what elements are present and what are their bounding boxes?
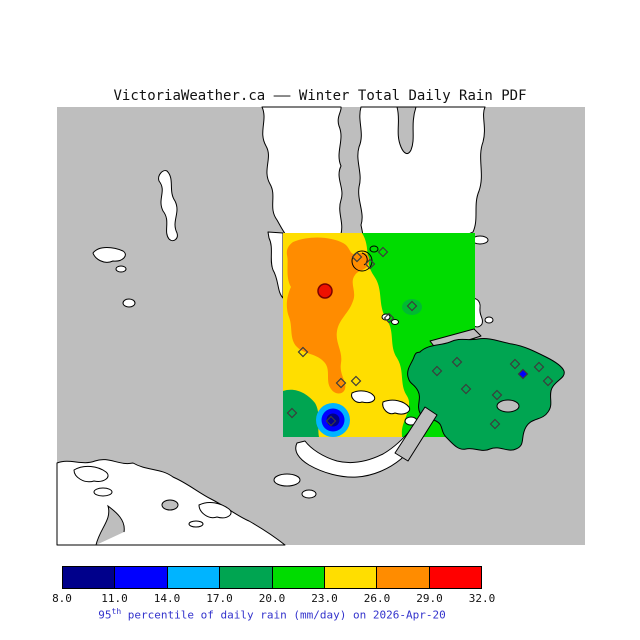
station-diamond: [489, 418, 501, 430]
station-diamond: [451, 356, 463, 368]
colorbar-tick-label: 26.0: [363, 592, 391, 605]
colorbar-segment: [377, 567, 430, 588]
station-diamond: [335, 377, 347, 389]
contour-green-mid-pocket: [402, 299, 422, 315]
colorbar-segment: [324, 567, 378, 588]
station-diamond: [491, 389, 503, 401]
station-diamond: [460, 383, 472, 395]
island-snake-west: [158, 170, 178, 242]
station-max-dot: [317, 283, 333, 299]
colorbar-tick-label: 11.0: [101, 592, 128, 605]
colorbar-tick-label: 20.0: [258, 592, 286, 605]
station-diamond: [350, 375, 362, 387]
colorbar-segment: [272, 567, 325, 588]
caption-superscript: th: [111, 607, 122, 616]
colorbar-tick-label: 23.0: [311, 592, 338, 605]
contour-green-mid-corner: [283, 389, 319, 437]
coastline-overlays: [295, 245, 565, 478]
station-diamond: [377, 246, 389, 258]
caption-number: 95: [98, 608, 112, 622]
island-offshore-sw-2: [93, 487, 113, 497]
colorbar-segment: [167, 567, 221, 588]
lake-south-west: [161, 499, 179, 511]
station-diamond: [542, 375, 554, 387]
station-diamond: [383, 312, 395, 324]
islet-in-green-2: [391, 319, 399, 325]
station-markers: [286, 246, 554, 430]
colorbar-caption: 95th percentile of daily rain (mm/day) o…: [62, 607, 482, 622]
colorbar-tick-label: 29.0: [416, 592, 443, 605]
bay-south-west: [95, 504, 125, 546]
colorbar-segment: [429, 567, 481, 588]
water-inlets-north: [95, 106, 417, 546]
island-east-coast-3: [484, 316, 494, 324]
colorbar-tick-label: 32.0: [468, 592, 496, 605]
islet-west: [115, 265, 127, 273]
harbour-white-2: [382, 399, 411, 415]
colorbar-segment: [63, 567, 116, 588]
island-south-strait-2: [301, 489, 317, 499]
station-diamond: [325, 415, 337, 427]
caption-text: percentile of daily rain (mm/day) on 202…: [121, 608, 446, 622]
station-diamond: [533, 361, 545, 373]
station-diamond: [431, 365, 443, 377]
islet-mid-west: [122, 298, 136, 308]
station-diamond: [364, 258, 376, 270]
colorbar-tick-label: 17.0: [206, 592, 233, 605]
station-diamond: [509, 358, 521, 370]
colorbar-segment: [220, 567, 273, 588]
colorbar-tick-label: 8.0: [52, 592, 72, 605]
station-diamond: [297, 346, 309, 358]
inlet-east-island: [496, 399, 520, 413]
land-north-east-lobe: [357, 106, 486, 242]
contour-orange: [286, 237, 370, 394]
land-west-of-domain: [267, 231, 284, 299]
island-offshore-sw-1: [73, 465, 109, 483]
station-diamond: [286, 407, 298, 419]
colorbar-tick-label: 14.0: [153, 592, 181, 605]
colorbar-tick-row: 8.0 11.0 14.0 17.0 20.0 23.0 26.0 29.0 32.0: [52, 592, 495, 605]
island-south-strait-1: [273, 473, 301, 487]
island-archipelago-west: [92, 247, 126, 263]
island-offshore-sw-3: [198, 501, 232, 519]
channel-south-east: [394, 406, 438, 462]
station-diamond: [406, 300, 418, 312]
station-diamond: [517, 368, 529, 380]
inlet-north-channel: [396, 106, 417, 155]
islet-hook-ne: [369, 245, 379, 253]
harbour-white-1: [351, 390, 376, 404]
island-offshore-sw-4: [188, 520, 204, 528]
station-diamond: [351, 251, 363, 263]
colorbar-segment: [115, 567, 168, 588]
colorbar: [62, 566, 482, 589]
land-east-island-green: [407, 338, 565, 451]
page-title: VictoriaWeather.ca –– Winter Total Daily…: [113, 88, 527, 104]
